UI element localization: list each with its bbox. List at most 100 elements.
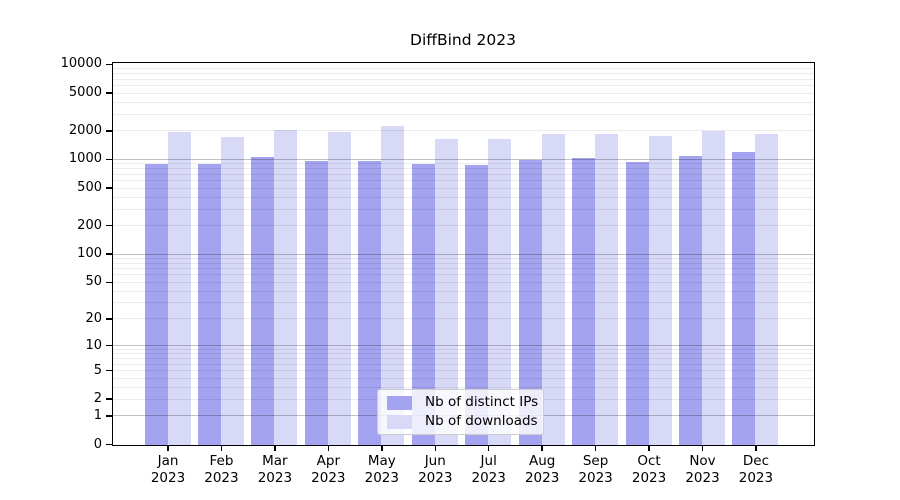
x-label-year: 2023 (364, 470, 399, 486)
x-label-year: 2023 (524, 470, 560, 486)
bar-sep-2023-nb-of-downloads (595, 134, 619, 445)
y-tick-label-5: 5 (93, 362, 102, 378)
x-tick-label-may-2023: May 2023 (349, 453, 415, 487)
plot-inner (113, 63, 814, 445)
bar-dec-2023-nb-of-distinct-ips (732, 152, 756, 445)
legend-swatch-distinct-ips (387, 395, 412, 410)
x-label-month: Apr (316, 453, 341, 469)
y-tick-label-1000: 1000 (68, 151, 102, 167)
x-tick-label-nov-2023: Nov 2023 (670, 453, 736, 487)
y-tick-2 (106, 398, 113, 400)
plot-area (112, 62, 815, 446)
bar-feb-2023-nb-of-downloads (220, 136, 244, 445)
x-label-month: Nov (689, 453, 716, 469)
x-tick-apr-2023 (327, 445, 330, 451)
x-tick-label-jul-2023: Jul 2023 (456, 453, 522, 487)
y-tick-10 (106, 344, 113, 347)
legend-row-distinct-ips: Nb of distinct IPs (387, 395, 543, 410)
x-label-year: 2023 (204, 470, 239, 486)
bar-mar-2023-nb-of-downloads (274, 129, 298, 445)
x-label-month: Jan (157, 453, 179, 469)
y-tick-label-10000: 10000 (60, 56, 102, 72)
y-tick-label-500: 500 (77, 180, 102, 195)
x-label-month: Sep (582, 453, 609, 469)
y-tick-200 (106, 224, 113, 227)
x-tick-jan-2023 (167, 445, 169, 451)
x-label-year: 2023 (257, 470, 293, 486)
x-label-month: Dec (742, 453, 769, 469)
bar-oct-2023-nb-of-distinct-ips (625, 162, 649, 445)
x-label-year: 2023 (311, 470, 346, 486)
y-tick-label-2: 2 (93, 391, 102, 407)
x-label-month: Aug (528, 453, 556, 469)
y-tick-10000 (106, 63, 113, 66)
y-tick-0 (106, 443, 113, 446)
y-tick-label-200: 200 (77, 217, 102, 233)
bar-apr-2023-nb-of-downloads (327, 132, 351, 445)
y-tick-label-1: 1 (93, 407, 102, 423)
bar-jul-2023-nb-of-downloads (488, 139, 512, 445)
y-tick-label-0: 0 (93, 436, 102, 452)
y-tick-label-2000: 2000 (68, 122, 102, 138)
x-label-year: 2023 (418, 470, 453, 486)
bar-aug-2023-nb-of-downloads (541, 133, 565, 445)
y-tick-5 (106, 369, 113, 372)
bar-may-2023-nb-of-distinct-ips (358, 160, 382, 445)
x-label-year: 2023 (471, 470, 506, 486)
x-label-month: Jul (480, 453, 497, 469)
legend-row-downloads: Nb of downloads (387, 414, 543, 429)
x-tick-sep-2023 (594, 445, 597, 451)
y-tick-500 (106, 187, 113, 189)
bar-mar-2023-nb-of-distinct-ips (251, 156, 275, 445)
bar-jul-2023-nb-of-distinct-ips (465, 164, 489, 445)
x-label-year: 2023 (685, 470, 720, 486)
x-tick-feb-2023 (220, 445, 223, 451)
bars-layer (113, 63, 814, 445)
legend: Nb of distinct IPs Nb of downloads (377, 389, 544, 435)
bar-jan-2023-nb-of-downloads (167, 132, 191, 445)
x-label-year: 2023 (578, 470, 613, 486)
y-tick-label-20: 20 (85, 310, 102, 326)
x-label-year: 2023 (150, 470, 186, 486)
bar-aug-2023-nb-of-distinct-ips (518, 160, 542, 445)
y-tick-1000 (106, 158, 113, 161)
y-tick-100 (106, 253, 113, 255)
x-tick-label-dec-2023: Dec 2023 (723, 453, 789, 487)
y-tick-label-5000: 5000 (68, 85, 102, 101)
y-tick-label-100: 100 (77, 246, 102, 262)
chart-title: DiffBind 2023 (410, 31, 516, 49)
bar-nov-2023-nb-of-downloads (702, 130, 725, 445)
y-tick-label-10: 10 (85, 337, 102, 353)
bar-jun-2023-nb-of-downloads (434, 139, 458, 445)
y-tick-5000 (106, 92, 113, 94)
x-tick-aug-2023 (541, 445, 543, 451)
legend-label-distinct-ips: Nb of distinct IPs (425, 394, 539, 410)
y-tick-50 (106, 281, 113, 284)
bar-may-2023-nb-of-downloads (381, 125, 405, 445)
x-tick-mar-2023 (274, 445, 276, 451)
x-tick-label-mar-2023: Mar 2023 (242, 453, 308, 487)
x-label-month: Jun (424, 453, 446, 469)
bar-dec-2023-nb-of-downloads (755, 133, 779, 445)
x-tick-label-jun-2023: Jun 2023 (402, 453, 468, 487)
x-tick-label-apr-2023: Apr 2023 (295, 453, 361, 487)
y-tick-label-50: 50 (85, 274, 102, 290)
bar-feb-2023-nb-of-distinct-ips (197, 163, 221, 445)
x-label-month: May (367, 453, 396, 469)
legend-swatch-downloads (387, 414, 412, 429)
bar-sep-2023-nb-of-distinct-ips (572, 157, 596, 445)
y-tick-1 (106, 415, 113, 417)
x-tick-jun-2023 (434, 445, 436, 451)
bar-nov-2023-nb-of-distinct-ips (679, 156, 702, 445)
x-label-month: Oct (637, 453, 661, 469)
x-tick-label-sep-2023: Sep 2023 (563, 453, 629, 487)
x-tick-nov-2023 (701, 445, 704, 451)
y-tick-20 (106, 318, 113, 320)
x-tick-label-feb-2023: Feb 2023 (188, 453, 254, 487)
bar-oct-2023-nb-of-downloads (648, 135, 672, 445)
x-tick-may-2023 (381, 445, 383, 451)
x-tick-oct-2023 (648, 445, 650, 451)
